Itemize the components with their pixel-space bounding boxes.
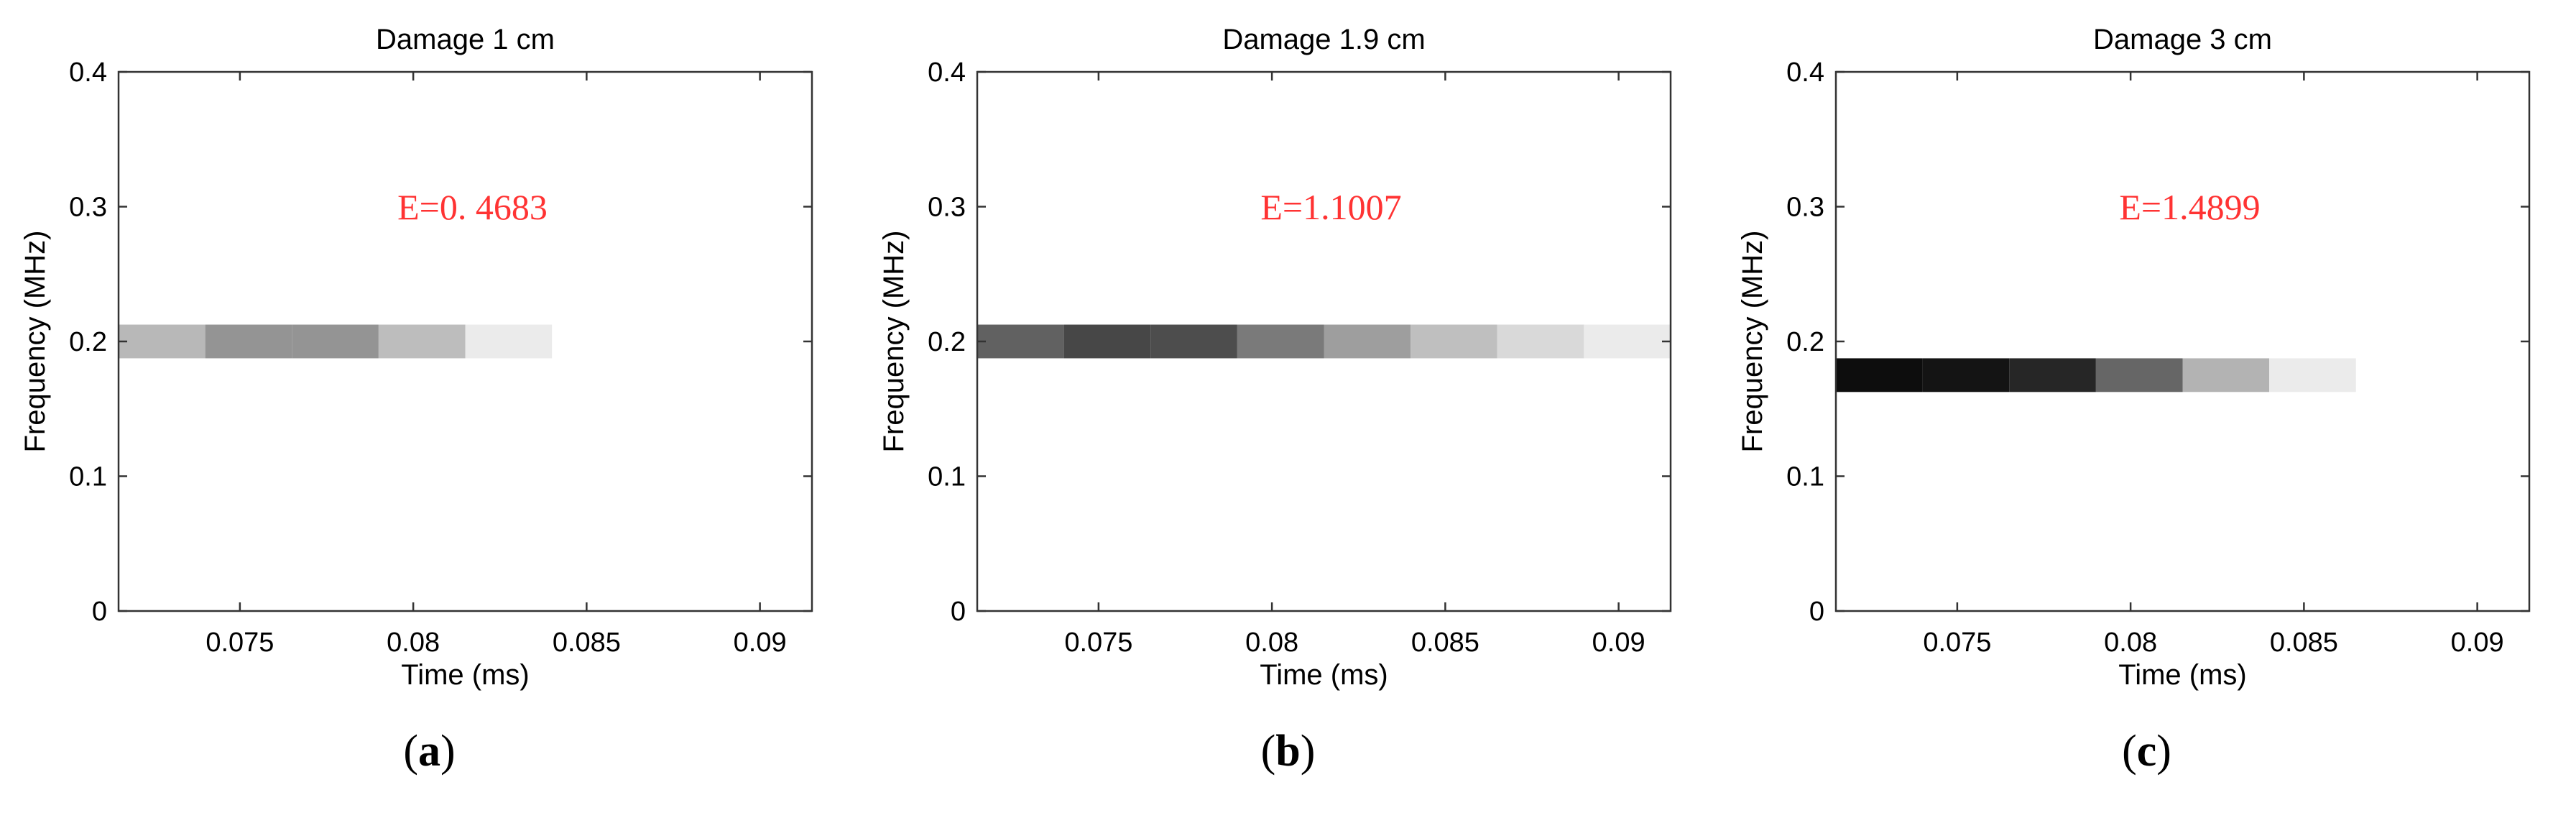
plot-frame xyxy=(1834,70,2531,612)
heatmap-cell xyxy=(378,324,466,359)
chart-title: Damage 3 cm xyxy=(2093,24,2272,55)
heatmap-cell xyxy=(1324,324,1411,359)
heatmap-chart-b: 0.075 0.08 0.085 0.09 0 0.1 0.2 0.3 0.4 Damage 1.… xyxy=(878,24,1672,691)
heatmap-cell xyxy=(1497,324,1584,359)
heatmap-cell xyxy=(1922,358,2010,392)
panel-label: (c) xyxy=(2122,727,2171,776)
heatmap-cell xyxy=(205,324,292,359)
heatmap-cell xyxy=(292,324,379,359)
y-tick-label: 0.3 xyxy=(928,193,966,223)
heatmap-cell xyxy=(119,324,206,359)
heatmap-cell xyxy=(465,324,553,359)
chart-title: Damage 1.9 cm xyxy=(1222,24,1425,55)
panel-label: (a) xyxy=(403,727,456,776)
heatmap-cell xyxy=(1150,324,1237,359)
heatmap-cell xyxy=(2009,358,2096,392)
y-tick-label: 0.2 xyxy=(69,327,107,357)
y-tick-label: 0 xyxy=(92,597,107,627)
heatmap-cell xyxy=(1063,324,1151,359)
heatmap-chart-c: 0.075 0.08 0.085 0.09 0 0.1 0.2 0.3 0.4 Damage 3 … xyxy=(1737,24,2531,691)
x-tick-label: 0.085 xyxy=(1411,628,1479,658)
y-axis-label: Frequency (MHz) xyxy=(19,231,51,453)
y-axis-label: Frequency (MHz) xyxy=(878,231,910,453)
panel-b: 0.075 0.08 0.085 0.09 0 0.1 0.2 0.3 0.4 Damage 1.… xyxy=(859,0,1717,813)
energy-annotation: E=1.4899 xyxy=(2119,187,2260,227)
heatmap-cell xyxy=(1836,358,1923,392)
y-tick-label: 0.2 xyxy=(928,327,966,357)
x-tick-label: 0.09 xyxy=(734,628,787,658)
x-tick-label: 0.09 xyxy=(1592,628,1645,658)
y-tick-label: 0 xyxy=(951,597,966,627)
panel-c: 0.075 0.08 0.085 0.09 0 0.1 0.2 0.3 0.4 Damage 3 … xyxy=(1717,0,2576,813)
heatmap-cell xyxy=(1411,324,1497,359)
panel-label: (b) xyxy=(1260,727,1316,776)
heatmap-cell xyxy=(977,324,1064,359)
energy-annotation: E=0. 4683 xyxy=(397,187,548,227)
x-tick-label: 0.085 xyxy=(2270,628,2338,658)
x-axis-label: Time (ms) xyxy=(2118,659,2246,691)
x-tick-label: 0.085 xyxy=(553,628,621,658)
x-tick-label: 0.09 xyxy=(2451,628,2504,658)
x-tick-label: 0.075 xyxy=(1064,628,1132,658)
y-tick-label: 0.4 xyxy=(1786,58,1824,88)
y-tick-label: 0.3 xyxy=(1786,193,1824,223)
energy-annotation: E=1.1007 xyxy=(1260,187,1401,227)
y-tick-label: 0.1 xyxy=(69,462,107,492)
x-tick-label: 0.075 xyxy=(1923,628,1991,658)
y-axis-label: Frequency (MHz) xyxy=(1737,231,1768,453)
y-tick-label: 0.1 xyxy=(928,462,966,492)
x-tick-label: 0.08 xyxy=(1245,628,1298,658)
y-tick-label: 0.1 xyxy=(1786,462,1824,492)
x-tick-label: 0.08 xyxy=(387,628,440,658)
heatmap-cell xyxy=(2095,358,2183,392)
y-tick-label: 0.4 xyxy=(69,58,107,88)
chart-title: Damage 1 cm xyxy=(376,24,555,55)
x-axis-label: Time (ms) xyxy=(1260,659,1388,691)
y-tick-label: 0.3 xyxy=(69,193,107,223)
x-tick-label: 0.08 xyxy=(2104,628,2157,658)
panel-a: 0.075 0.08 0.085 0.09 0 0.1 0.2 0.3 0.4 Damage 1 … xyxy=(0,0,859,813)
heatmap-cell xyxy=(1237,324,1324,359)
x-tick-label: 0.075 xyxy=(206,628,274,658)
heatmap-cell xyxy=(1584,324,1671,359)
y-tick-label: 0.2 xyxy=(1786,327,1824,357)
heatmap-cell xyxy=(2269,358,2356,392)
y-tick-label: 0 xyxy=(1809,597,1824,627)
x-axis-label: Time (ms) xyxy=(401,659,529,691)
heatmap-cell xyxy=(2182,358,2270,392)
y-tick-label: 0.4 xyxy=(928,58,966,88)
heatmap-chart-a: 0.075 0.08 0.085 0.09 0 0.1 0.2 0.3 0.4 Damage 1 … xyxy=(19,24,813,691)
